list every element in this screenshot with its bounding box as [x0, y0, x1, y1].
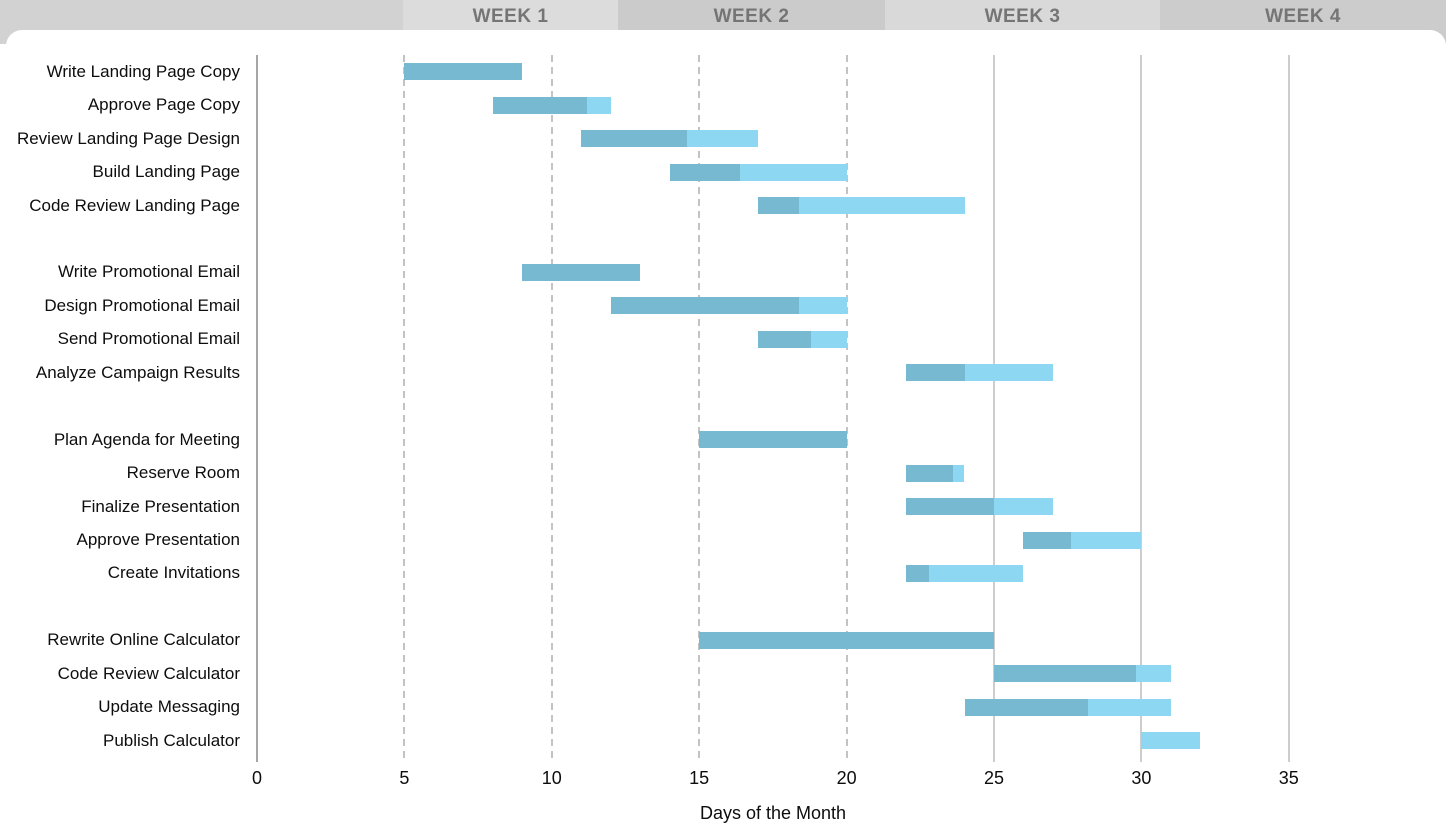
bar-complete-segment [522, 264, 641, 281]
task-label: Reserve Room [126, 463, 240, 482]
task-bar [905, 364, 1053, 381]
task-label: Write Landing Page Copy [46, 62, 240, 81]
bar-remaining-segment [587, 97, 611, 114]
task-bar [581, 130, 759, 147]
bar-remaining-segment [952, 465, 965, 482]
task-label: Write Promotional Email [57, 262, 240, 281]
bar-complete-segment [1023, 532, 1071, 549]
x-tick-label-10: 10 [541, 768, 562, 788]
task-label: Send Promotional Email [57, 329, 240, 348]
bar-remaining-segment [1141, 732, 1201, 749]
task-label: Rewrite Online Calculator [47, 630, 240, 649]
task-bar [610, 297, 847, 314]
bar-complete-segment [404, 63, 523, 80]
gridline-day-10 [550, 55, 553, 762]
task-bar [669, 164, 847, 181]
task-bar [1141, 732, 1201, 749]
task-label: Approve Presentation [76, 530, 241, 549]
bar-remaining-segment [929, 565, 1024, 582]
bar-remaining-segment [1088, 699, 1171, 716]
task-bar [905, 465, 965, 482]
task-bar [522, 264, 641, 281]
task-bar [699, 431, 847, 448]
week-header-band: WEEK 1 WEEK 2 WEEK 3 WEEK 4 [0, 0, 1446, 44]
bar-complete-segment [669, 164, 741, 181]
task-label: Plan Agenda for Meeting [53, 430, 240, 449]
gridline-day-15 [698, 55, 701, 762]
x-axis-title: Days of the Month [699, 803, 847, 823]
x-tick-label-30: 30 [1131, 768, 1152, 788]
bar-remaining-segment [1135, 665, 1171, 682]
task-bar [404, 63, 523, 80]
bar-remaining-segment [687, 130, 759, 147]
task-bar [994, 665, 1171, 682]
gridline-day-25 [993, 55, 995, 762]
week-4-label: WEEK 4 [1265, 6, 1341, 27]
week-3-label: WEEK 3 [984, 6, 1061, 27]
task-label: Update Messaging [98, 697, 240, 716]
task-label: Code Review Landing Page [29, 196, 240, 215]
bar-complete-segment [905, 364, 965, 381]
gridline-day-35 [1287, 55, 1290, 762]
task-label: Code Review Calculator [57, 664, 240, 683]
bar-remaining-segment [799, 297, 847, 314]
task-bar [758, 197, 965, 214]
task-bar [964, 699, 1171, 716]
bar-remaining-segment [1070, 532, 1142, 549]
task-bar [699, 632, 994, 649]
bar-complete-segment [905, 565, 930, 582]
bar-remaining-segment [993, 498, 1053, 515]
task-bar [905, 565, 1024, 582]
task-label: Review Landing Page Design [16, 129, 240, 148]
gridline-day-20 [845, 55, 848, 762]
task-bar [905, 498, 1053, 515]
x-tick-label-35: 35 [1278, 768, 1299, 788]
gridline-day-5 [403, 55, 406, 762]
bar-complete-segment [758, 197, 800, 214]
week-2-label: WEEK 2 [713, 6, 790, 27]
task-bar [492, 97, 611, 114]
bar-complete-segment [492, 97, 588, 114]
task-bar [758, 331, 847, 348]
bar-complete-segment [758, 331, 812, 348]
x-tick-label-15: 15 [689, 768, 710, 788]
x-tick-label-0: 0 [251, 768, 262, 788]
task-bar [1023, 532, 1142, 549]
bar-remaining-segment [740, 164, 847, 181]
gridline-day-0 [256, 55, 258, 762]
task-label: Create Invitations [107, 563, 240, 582]
bar-complete-segment [699, 632, 994, 649]
bar-remaining-segment [811, 331, 847, 348]
x-tick-label-5: 5 [399, 768, 410, 788]
bar-complete-segment [994, 665, 1136, 682]
task-label: Build Landing Page [92, 162, 240, 181]
bar-complete-segment [581, 130, 688, 147]
x-tick-label-25: 25 [983, 768, 1005, 788]
gridline-day-30 [1140, 55, 1143, 762]
task-label: Design Promotional Email [44, 296, 240, 315]
task-label: Analyze Campaign Results [35, 363, 240, 382]
task-label: Finalize Presentation [81, 497, 240, 516]
bar-complete-segment [964, 699, 1089, 716]
bar-remaining-segment [799, 197, 965, 214]
bar-complete-segment [610, 297, 800, 314]
week-1-label: WEEK 1 [472, 6, 549, 27]
bar-complete-segment [905, 465, 953, 482]
x-tick-label-20: 20 [836, 768, 857, 788]
bar-complete-segment [905, 498, 994, 515]
task-label: Publish Calculator [102, 731, 240, 750]
bar-remaining-segment [964, 364, 1053, 381]
task-label: Approve Page Copy [87, 95, 240, 114]
bar-complete-segment [699, 431, 847, 448]
